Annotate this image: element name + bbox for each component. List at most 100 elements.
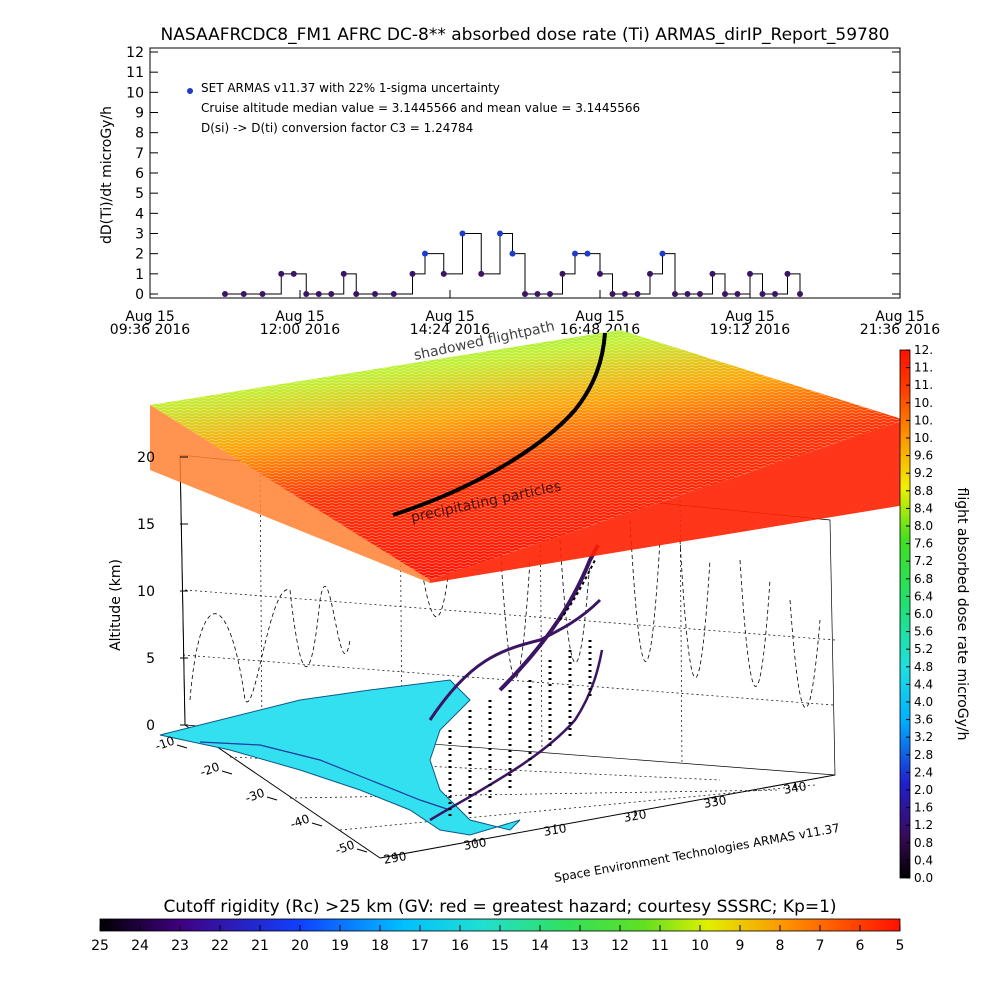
dose-series-line [225,233,801,295]
lon-tick-label: 330 [703,793,728,811]
dose-colorbar-tick-label: 4.4 [914,677,933,691]
lat-axis-ticks: -10 -20 -30 -40 -50 [153,734,368,857]
dose-colorbar-tick-label: 2.4 [914,765,933,779]
top-x-tick-date: 19:12 2016 [710,322,791,338]
rigidity-colorbar: Cutoff rigidity (Rc) >25 km (GV: red = g… [91,897,904,954]
dose-point [684,291,691,297]
hazard-plane-texture [150,330,905,580]
lon-tick-label: 300 [463,835,488,853]
top-y-tick-label: 10 [126,85,144,101]
dose-colorbar-tick-label: 7.6 [914,537,933,551]
dose-colorbar-tick-label: 6.0 [914,607,933,621]
dose-point [315,291,322,297]
top-y-tick-label: 0 [135,287,144,303]
dose-point [609,291,616,297]
dose-columns [448,640,592,820]
rigidity-colorbar-tick-label: 18 [371,938,389,954]
dose-point [328,291,335,297]
dose-point [747,270,753,277]
dose-point [584,250,591,257]
dose-point [597,270,603,277]
dose-point [509,250,516,257]
credit-text: Space Environment Technologies ARMAS v11… [553,821,841,885]
map-floor [159,679,521,836]
dose-colorbar-tick-label: 9.2 [914,466,933,480]
rigidity-colorbar-tick-label: 8 [776,938,785,954]
lon-axis-line [379,774,836,859]
stats-conversion-factor: D(si) -> D(ti) conversion factor C3 = 1.… [201,121,473,135]
dose-point [409,270,416,277]
dose-point [303,291,310,297]
top-y-tick-label: 7 [135,146,144,162]
top-x-tick-date: 12:00 2016 [260,322,341,338]
dose-colorbar-tick-label: 8.0 [914,519,933,533]
dose-colorbar-tick-label: 2.0 [914,783,933,797]
dose-colorbar-tick-label: 10. [914,396,933,410]
dose-point [734,291,741,297]
rigidity-colorbar-tick-label: 11 [651,938,669,954]
dose-point [784,270,791,277]
lon-tick-label: 310 [543,821,568,839]
rigidity-colorbar-tick-label: 20 [291,938,309,954]
top-x-tick-date: 21:36 2016 [860,322,941,338]
rigidity-colorbar-tick-label: 16 [451,938,469,954]
top-x-tick-label: Aug 15 [425,309,475,325]
plane-front-right [430,420,905,583]
dose-colorbar-tick-label: 0.4 [914,853,933,867]
dose-point [722,291,728,297]
dose-point [497,230,503,237]
dose-colorbar-tick-label: 2.8 [914,748,933,762]
top-y-tick-label: 1 [135,267,144,283]
dose-colorbar-tick-label: 0.8 [914,836,933,850]
z-tick-label: 15 [137,517,155,533]
rigidity-colorbar-tick-label: 13 [571,938,589,954]
rigidity-colorbar-tick-label: 12 [611,938,629,954]
dose-colorbar-tick-label: 12. [914,343,933,357]
dose-point [422,250,428,257]
z-tick-label: 10 [137,584,155,600]
lon-tick-label: 290 [383,849,408,867]
z-tick-label: 5 [146,651,155,667]
dose-colorbar-tick-label: 3.6 [914,713,933,727]
lat-tick-mark [311,822,323,827]
lat-tick-mark [221,770,233,775]
dose-point [290,270,297,277]
trajectory-3d [498,544,600,692]
dose-colorbar-tick-label: 1.2 [914,818,933,832]
rigidity-colorbar-tick-label: 9 [736,938,745,954]
rigidity-colorbar-tick-label: 21 [251,938,269,954]
top-x-tick-label: Aug 15 [875,309,925,325]
lat-tick-mark [266,796,278,801]
top-y-tick-label: 5 [135,186,144,202]
legend-marker [187,88,193,94]
chart-title: NASAAFRCDC8_FM1 AFRC DC-8** absorbed dos… [161,25,890,45]
dose-colorbar-tick-label: 5.6 [914,625,933,639]
dose-point [772,291,778,297]
top-y-tick-label: 9 [135,106,144,122]
dose-colorbar-tick-label: 8.4 [914,501,933,515]
lon-axis-ticks: 290 300 310 320 330 340 [383,779,808,867]
dose-colorbar-tick-label: 9.6 [914,449,933,463]
lat-tick-label: -30 [243,786,266,806]
dose-point [259,291,266,297]
rigidity-colorbar-tick-label: 14 [531,938,549,954]
floor-flight-track-2 [429,649,604,822]
map-border [199,741,451,811]
rigidity-colorbar-tick-label: 6 [856,938,865,954]
dose-point [622,291,628,297]
dose-colorbar-tick-label: 1.6 [914,801,933,815]
rigidity-colorbar-tick-label: 22 [211,938,229,954]
top-x-tick-label: Aug 15 [725,309,775,325]
floor-flight-track [428,598,602,721]
rigidity-colorbar-label: Cutoff rigidity (Rc) >25 km (GV: red = g… [163,897,836,917]
lat-tick-mark [356,848,368,853]
dose-point [547,291,553,297]
dose-colorbar-tick-label: 4.0 [914,695,933,709]
z-tick-label: 20 [137,450,155,466]
dose-colorbar: 0.0 0.4 0.8 1.2 1.6 2.0 2.4 2.8 3.2 3.6 4.0 4.4 4.8 5… [899,343,970,885]
dose-point [372,291,378,297]
dose-colorbar-tick-label: 10. [914,431,933,445]
